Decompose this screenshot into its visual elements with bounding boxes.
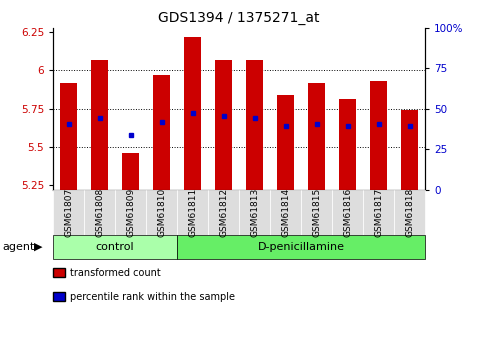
Bar [91,60,108,190]
Bar [184,37,201,190]
Bar [277,95,294,190]
Text: GSM61815: GSM61815 [312,188,321,237]
Bar [401,110,418,190]
Text: percentile rank within the sample: percentile rank within the sample [70,292,235,302]
Text: transformed count: transformed count [70,268,161,277]
Bar [246,60,263,190]
Title: GDS1394 / 1375271_at: GDS1394 / 1375271_at [158,11,320,25]
Text: GSM61811: GSM61811 [188,188,197,237]
Bar [339,99,356,190]
Text: ▶: ▶ [34,242,43,252]
Bar [215,60,232,190]
Text: GSM61813: GSM61813 [250,188,259,237]
Text: GSM61807: GSM61807 [64,188,73,237]
Text: GSM61814: GSM61814 [281,188,290,237]
Text: control: control [96,242,134,252]
Text: GSM61817: GSM61817 [374,188,383,237]
Text: GSM61809: GSM61809 [126,188,135,237]
Bar [370,81,387,190]
Bar [153,75,170,190]
Text: GSM61816: GSM61816 [343,188,352,237]
Text: agent: agent [2,242,35,252]
Text: GSM61810: GSM61810 [157,188,166,237]
Text: GSM61812: GSM61812 [219,188,228,237]
Bar [308,83,325,190]
Text: D-penicillamine: D-penicillamine [257,242,344,252]
Bar [122,153,139,190]
Text: GSM61808: GSM61808 [95,188,104,237]
Bar [60,83,77,190]
Text: GSM61818: GSM61818 [405,188,414,237]
